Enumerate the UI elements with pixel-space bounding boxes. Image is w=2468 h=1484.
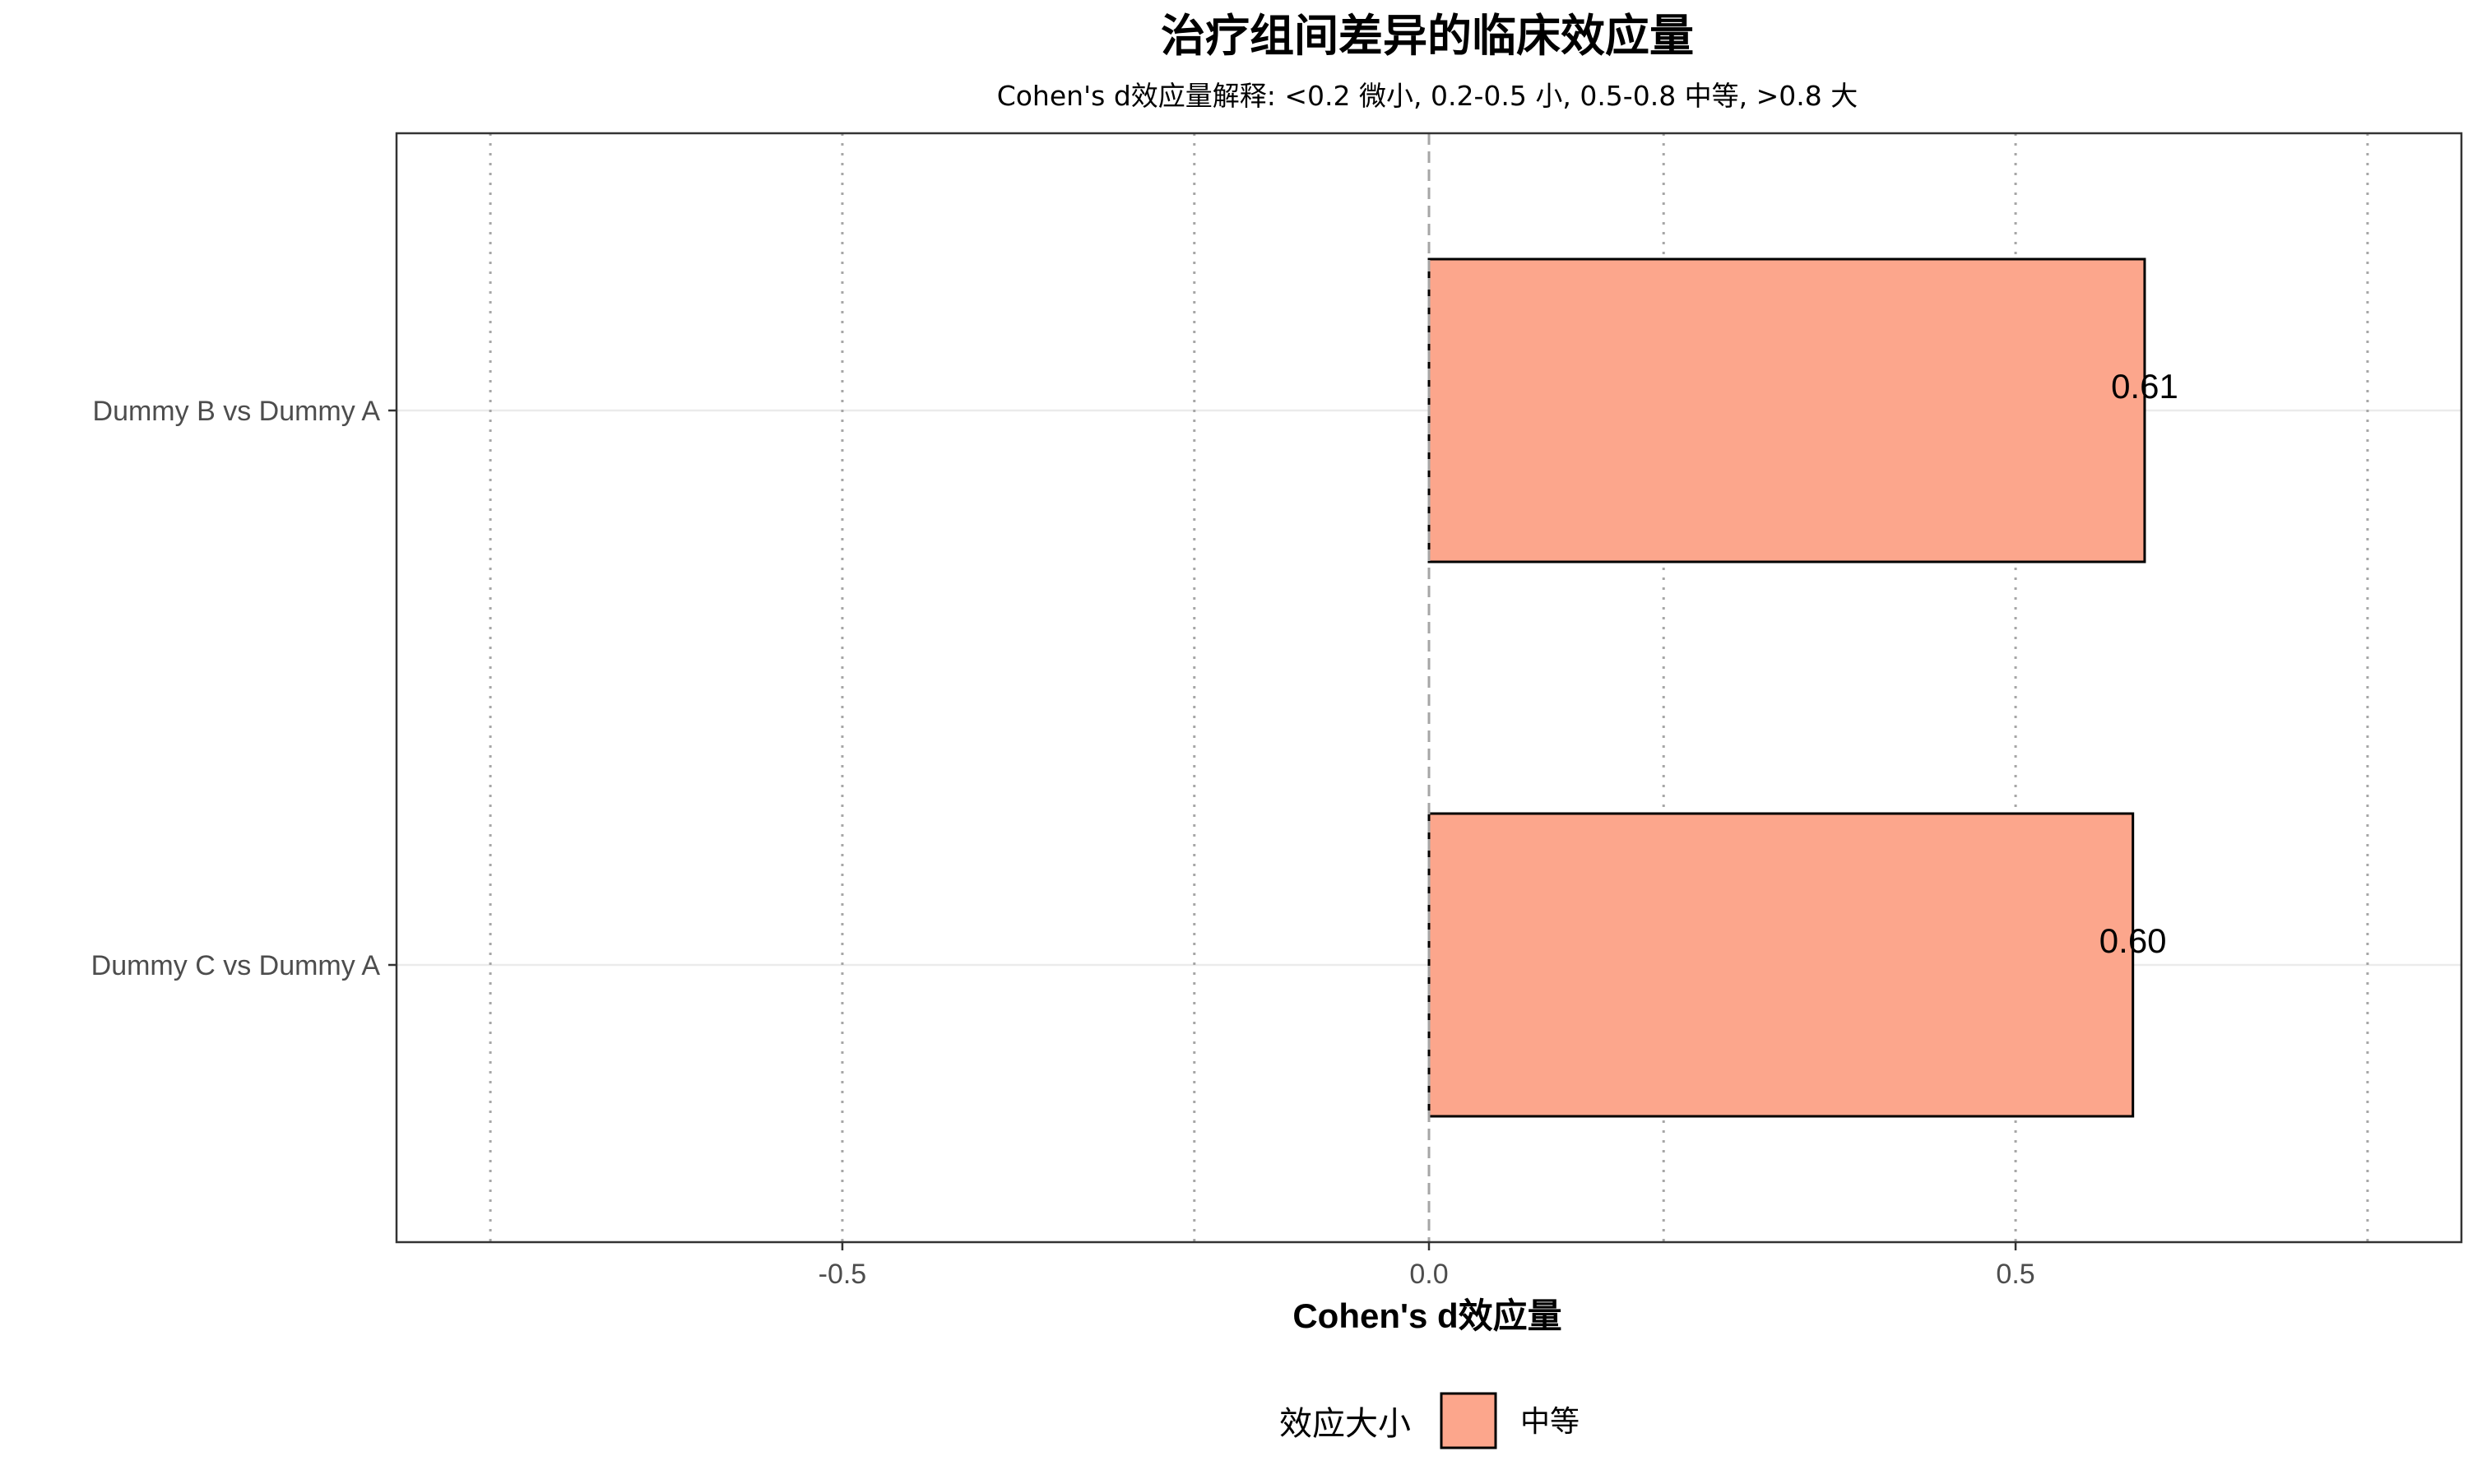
legend-swatch [1440,1392,1497,1449]
y-axis-tick-label: Dummy B vs Dummy A [93,396,381,427]
data-label: 0.61 [2111,367,2178,406]
data-labels: 0.61 0.60 [2099,367,2178,960]
chart-subtitle: Cohen's d效应量解释: <0.2 微小, 0.2-0.5 小, 0.5-… [997,80,1858,112]
x-axis-title: Cohen's d效应量 [1292,1296,1561,1335]
x-axis-tick-label: -0.5 [819,1259,867,1290]
legend-item-label: 中等 [1520,1405,1580,1439]
x-axis-tick-label: 0.5 [1996,1259,2034,1290]
bars [1427,257,2146,1118]
legend-items: 中等 [1440,1392,1580,1449]
y-axis: Dummy B vs Dummy A Dummy C vs Dummy A [91,396,397,981]
legend-title: 效应大小 [1279,1405,1411,1443]
x-axis-tick-label: 0.0 [1409,1259,1448,1290]
legend: 效应大小 中等 [1279,1392,1580,1449]
data-label: 0.60 [2099,921,2167,960]
bar [1427,257,2146,563]
bar [1427,812,2135,1118]
x-axis: -0.5 0.0 0.5 [819,1242,2035,1290]
reference-lines [489,133,2369,1242]
chart-title: 治疗组间差异的临床效应量 [1161,9,1694,62]
y-axis-tick-label: Dummy C vs Dummy A [91,950,381,981]
